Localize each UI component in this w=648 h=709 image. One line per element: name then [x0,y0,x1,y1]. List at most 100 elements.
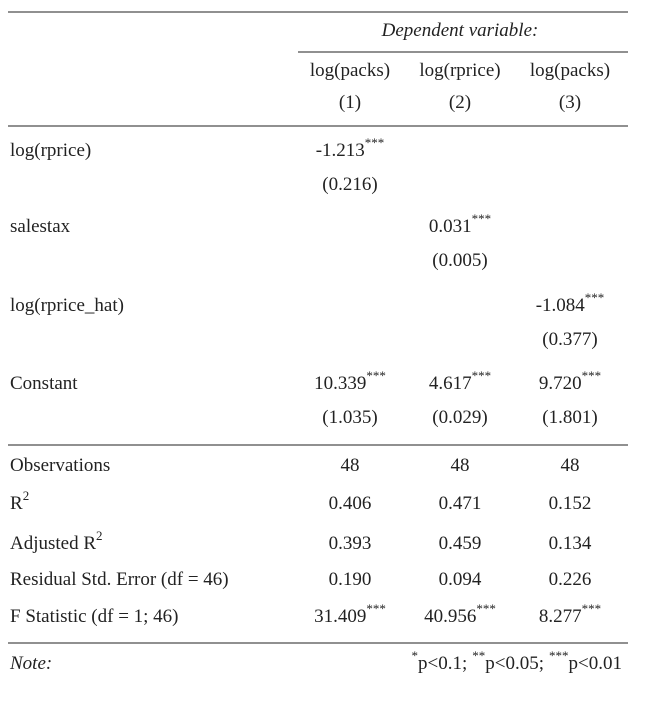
stat-value: 0.226 [549,569,592,590]
superscript: *** [472,368,492,383]
stat-value: 0.471 [439,493,482,514]
stat-value: 0.393 [329,533,372,554]
row-label: log(rprice_hat) [10,295,124,316]
text-part: 0.393 [329,533,372,554]
text-part: 0.031 [429,216,472,237]
text-part: 0.406 [329,493,372,514]
text-part: p<0.01 [569,653,622,674]
standard-error: (0.216) [322,174,377,195]
superscript: *** [472,211,492,226]
column-number: (2) [449,92,471,113]
superscript: *** [582,368,602,383]
text-part: 4.617 [429,373,472,394]
text-part: log(packs) [530,60,610,81]
text-part: 48 [341,455,360,476]
text-part: 0.471 [439,493,482,514]
text-part: Residual Std. Error (df = 46) [10,569,229,590]
text-part: (0.005) [432,250,487,271]
column-dv: log(rprice) [419,60,500,81]
stat-value: 31.409*** [314,601,386,627]
column-dv: log(packs) [530,60,610,81]
coefficient: 4.617*** [429,368,491,394]
text-part: (0.216) [322,174,377,195]
note-text: *p<0.1; **p<0.05; ***p<0.01 [412,648,622,674]
text-part: (1.801) [542,407,597,428]
text-part: 0.152 [549,493,592,514]
coefficient: 9.720*** [539,368,601,394]
stat-value: 0.406 [329,493,372,514]
dependent-variable: Dependent variable: [381,20,539,41]
text-part: 0.094 [439,569,482,590]
standard-error: (0.377) [542,329,597,350]
superscript: *** [585,290,605,305]
text-part: log(rprice) [10,140,91,161]
text-part: (0.029) [432,407,487,428]
text-part: log(rprice_hat) [10,295,124,316]
superscript: 2 [23,488,30,503]
text-part: 10.339 [314,373,366,394]
text-part: (0.377) [542,329,597,350]
text-part: salestax [10,216,71,237]
text-part: log(packs) [310,60,390,81]
superscript: *** [365,135,385,150]
stat-value: 0.459 [439,533,482,554]
text-part: 48 [451,455,470,476]
text-part: (3) [559,92,581,113]
superscript: *** [582,601,602,616]
standard-error: (1.035) [322,407,377,428]
column-number: (3) [559,92,581,113]
standard-error: (0.029) [432,407,487,428]
row-label: log(rprice) [10,140,91,161]
note-label: Note: [9,653,52,674]
stat-value: 40.956*** [424,601,496,627]
text-part: -1.084 [536,295,586,316]
text-part: (2) [449,92,471,113]
text-part: -1.213 [316,140,365,161]
column-number: (1) [339,92,361,113]
text-part: F Statistic (df = 1; 46) [10,606,179,627]
superscript: ** [472,648,485,663]
stat-value: 48 [451,455,470,476]
superscript: 2 [96,528,103,543]
superscript: *** [366,601,386,616]
coefficient: -1.213*** [316,135,385,161]
superscript: *** [366,368,386,383]
stat-label: R2 [10,488,29,514]
text-part: log(rprice) [419,60,500,81]
text-part: 9.720 [539,373,582,394]
column-dv: log(packs) [310,60,390,81]
row-label: salestax [10,216,71,237]
text-part: p<0.05; [485,653,544,674]
text-part: Constant [10,373,78,394]
stat-value: 0.134 [549,533,592,554]
coefficient: -1.084*** [536,290,605,316]
text-part: 48 [561,455,580,476]
stat-value: 8.277*** [539,601,601,627]
text-part: 0.226 [549,569,592,590]
text-part: 31.409 [314,606,366,627]
coefficient: 0.031*** [429,211,491,237]
text-part: p<0.1; [418,653,467,674]
stat-value: 48 [561,455,580,476]
text-part: Note: [9,653,52,674]
text-part: Dependent variable: [381,20,539,41]
stat-label: Observations [10,455,110,476]
coefficient: 10.339*** [314,368,386,394]
text-part: (1) [339,92,361,113]
standard-error: (0.005) [432,250,487,271]
text-part: 40.956 [424,606,476,627]
text-part: 0.190 [329,569,372,590]
row-label: Constant [10,373,78,394]
text-part: 0.459 [439,533,482,554]
text-part: R [10,493,23,514]
stat-label: F Statistic (df = 1; 46) [10,606,179,627]
superscript: *** [549,648,569,663]
stat-label: Adjusted R2 [10,528,103,554]
stat-value: 0.152 [549,493,592,514]
stat-value: 0.094 [439,569,482,590]
stat-label: Residual Std. Error (df = 46) [10,569,229,590]
text-part: Adjusted R [10,533,96,554]
text-part: Observations [10,455,110,476]
text-part: 0.134 [549,533,592,554]
